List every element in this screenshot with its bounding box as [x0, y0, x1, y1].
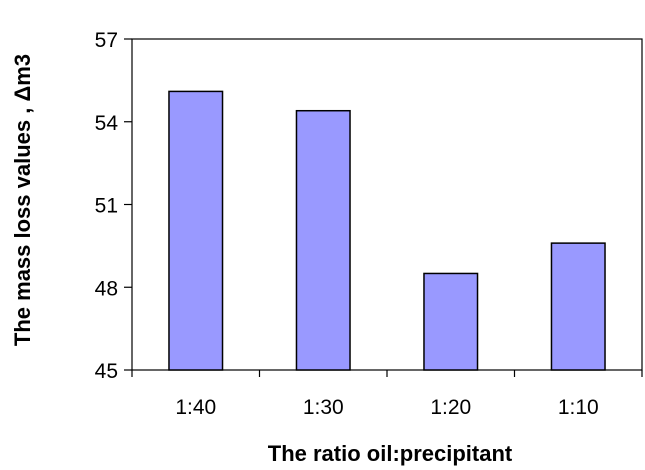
y-tick-label: 51	[95, 195, 118, 218]
x-tick-label: 1:20	[430, 396, 471, 419]
bar	[424, 273, 478, 370]
y-tick-label: 54	[95, 112, 119, 135]
plot-area: 45 48 51 54 57 1:40 1:30 1:20 1:10	[95, 29, 642, 419]
y-tick-label: 48	[95, 277, 118, 300]
x-tick-label: 1:10	[558, 396, 599, 419]
y-tick-label: 45	[95, 360, 118, 383]
y-tick-label: 57	[95, 29, 118, 52]
bar	[296, 111, 350, 370]
x-tick-label: 1:30	[303, 396, 344, 419]
bar	[551, 243, 605, 370]
x-tick-label: 1:40	[175, 396, 216, 419]
bar	[169, 91, 223, 370]
y-axis-title: The mass loss values , Δm3	[10, 54, 35, 346]
x-axis-title: The ratio oil:precipitant	[268, 441, 513, 466]
